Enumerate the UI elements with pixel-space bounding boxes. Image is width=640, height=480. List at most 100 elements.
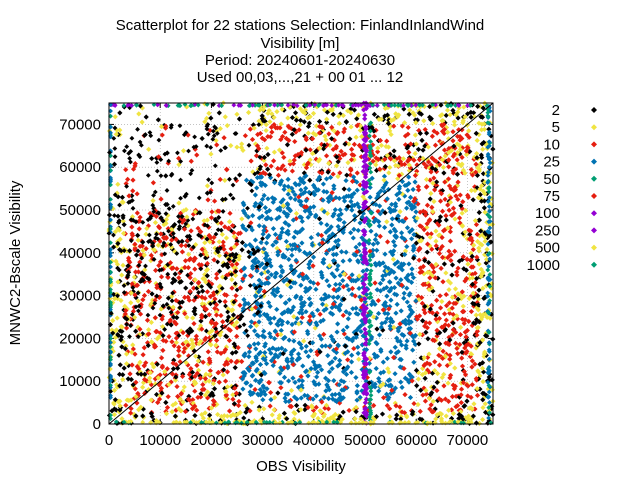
- data-point: [223, 275, 229, 281]
- data-point: [228, 383, 235, 389]
- data-point: [229, 223, 236, 229]
- data-point: [486, 405, 492, 410]
- data-point: [307, 157, 313, 163]
- data-point: [408, 311, 414, 317]
- data-point: [198, 252, 204, 258]
- data-point: [443, 351, 449, 357]
- data-point: [177, 396, 183, 402]
- data-point: [121, 222, 127, 228]
- data-point: [459, 135, 465, 142]
- data-point: [139, 142, 144, 148]
- data-point: [340, 395, 346, 401]
- data-point: [429, 204, 435, 211]
- data-point: [341, 379, 347, 385]
- data-point: [415, 201, 421, 207]
- data-point: [434, 319, 441, 325]
- data-point: [391, 123, 397, 129]
- data-point: [275, 172, 282, 178]
- data-point: [150, 240, 156, 246]
- data-point: [135, 290, 141, 296]
- data-point: [333, 251, 339, 257]
- data-point: [124, 351, 130, 357]
- data-point: [331, 299, 338, 305]
- data-point: [401, 236, 408, 242]
- data-point: [118, 334, 125, 340]
- data-point: [178, 195, 183, 201]
- data-point: [254, 185, 260, 191]
- data-point: [248, 323, 254, 330]
- data-point: [173, 297, 179, 304]
- data-point: [421, 118, 427, 124]
- data-point: [159, 132, 165, 138]
- data-point: [245, 301, 251, 307]
- data-point: [439, 298, 445, 305]
- data-point: [313, 212, 319, 218]
- data-point: [193, 353, 199, 359]
- data-point: [117, 407, 123, 413]
- data-point: [478, 152, 484, 158]
- data-point: [462, 345, 468, 351]
- data-point: [433, 158, 439, 164]
- data-point: [333, 281, 339, 288]
- data-point: [267, 320, 274, 326]
- data-point: [391, 226, 397, 232]
- data-point: [332, 411, 338, 418]
- data-point: [413, 120, 419, 126]
- data-point: [134, 400, 140, 406]
- data-point: [133, 394, 139, 400]
- data-point: [368, 291, 373, 297]
- data-point: [450, 129, 456, 135]
- data-point: [146, 146, 152, 152]
- data-point: [444, 303, 450, 309]
- data-point: [439, 234, 445, 241]
- data-point: [216, 214, 222, 221]
- data-point: [441, 261, 447, 267]
- data-point: [323, 302, 329, 309]
- legend-label: 100: [535, 205, 560, 222]
- data-point: [384, 284, 390, 291]
- data-point: [198, 394, 204, 400]
- data-point: [362, 247, 368, 253]
- data-point: [224, 123, 230, 129]
- data-point: [455, 419, 461, 425]
- data-point: [231, 401, 238, 407]
- data-point: [365, 221, 371, 227]
- data-point: [214, 307, 220, 313]
- data-point: [381, 165, 388, 172]
- data-point: [391, 239, 397, 245]
- data-point: [146, 239, 151, 245]
- data-point: [439, 123, 445, 129]
- data-point: [396, 196, 402, 202]
- data-point: [468, 166, 474, 173]
- data-point: [137, 214, 143, 220]
- data-point: [368, 122, 374, 128]
- data-point: [108, 269, 113, 275]
- data-point: [346, 311, 353, 317]
- data-point: [385, 366, 391, 372]
- data-point: [417, 269, 423, 276]
- data-point: [277, 370, 283, 376]
- data-point: [239, 358, 245, 365]
- data-point: [193, 333, 199, 339]
- data-point: [188, 375, 194, 382]
- data-point: [394, 192, 400, 198]
- data-point: [476, 217, 482, 223]
- data-point: [278, 273, 284, 279]
- data-point: [370, 158, 376, 164]
- data-point: [126, 193, 132, 199]
- data-point: [271, 407, 277, 413]
- data-point: [348, 124, 354, 130]
- data-point: [142, 371, 148, 377]
- data-point: [436, 346, 443, 352]
- data-point: [271, 149, 278, 155]
- data-point: [447, 238, 453, 244]
- data-point: [318, 409, 324, 415]
- data-point: [128, 159, 133, 165]
- data-point: [271, 180, 278, 186]
- data-point: [482, 401, 488, 407]
- data-point: [282, 347, 288, 353]
- data-point: [106, 212, 113, 218]
- data-point: [165, 274, 171, 280]
- data-point: [465, 145, 471, 151]
- data-point: [425, 159, 432, 165]
